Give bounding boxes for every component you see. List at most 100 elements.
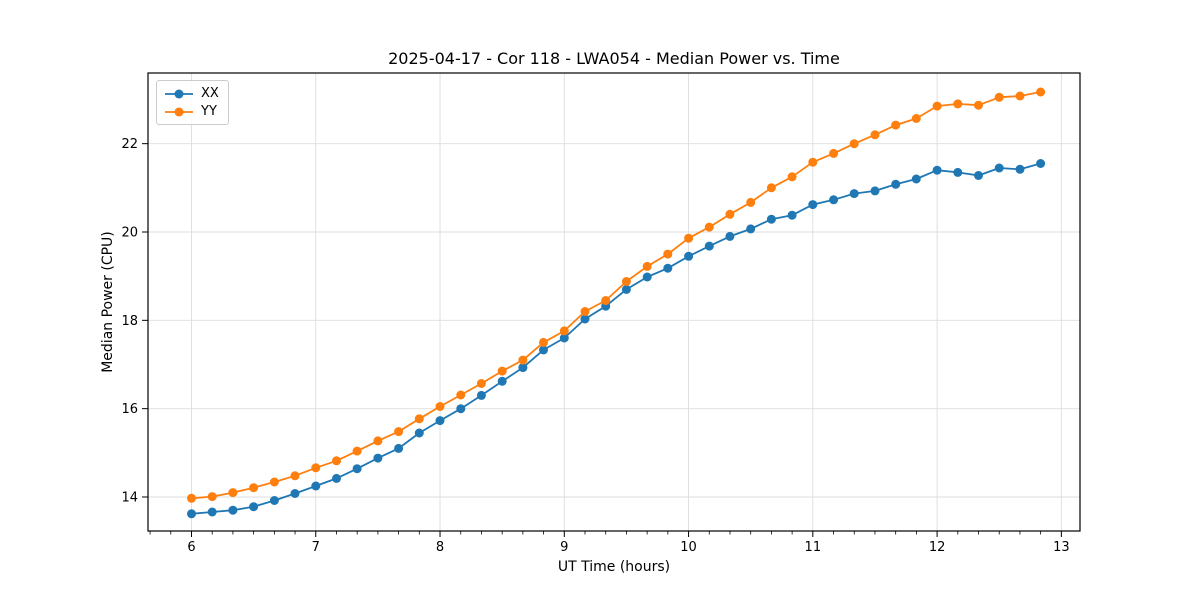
data-point-xx <box>497 376 507 386</box>
data-point-yy <box>373 436 383 446</box>
legend-label-xx: XX <box>201 86 219 101</box>
data-point-yy <box>332 456 341 466</box>
x-tick-label: 7 <box>312 540 320 555</box>
chart-title: 2025-04-17 - Cor 118 - LWA054 - Median P… <box>388 49 840 68</box>
data-point-xx <box>1015 164 1025 174</box>
data-point-xx <box>435 416 445 426</box>
plot-border <box>147 72 1081 532</box>
data-point-yy <box>228 488 238 498</box>
x-tick-label: 8 <box>436 540 444 555</box>
data-point-xx <box>953 167 963 177</box>
data-point-xx <box>621 284 631 294</box>
data-point-xx <box>456 404 466 414</box>
data-point-xx <box>766 214 776 224</box>
x-tick-label: 11 <box>805 540 822 555</box>
legend-entry-xx: XX <box>164 86 219 101</box>
data-point-yy <box>829 148 839 158</box>
data-point-xx <box>684 251 694 261</box>
data-point-yy <box>601 296 611 305</box>
data-point-yy <box>911 114 921 123</box>
data-point-yy <box>621 277 631 286</box>
data-point-yy <box>704 222 714 232</box>
data-point-xx <box>870 186 880 196</box>
data-point-xx <box>1036 159 1046 168</box>
data-point-yy <box>953 99 963 109</box>
data-point-yy <box>518 355 528 365</box>
y-tick-label: 18 <box>121 314 138 329</box>
legend-entry-yy: YY <box>164 104 219 119</box>
data-point-xx <box>332 473 341 483</box>
x-tick-label: 6 <box>187 540 195 555</box>
data-point-yy <box>269 477 279 487</box>
data-point-yy <box>766 183 776 193</box>
y-tick-label: 14 <box>121 490 138 505</box>
data-point-xx <box>787 210 797 220</box>
data-point-yy <box>974 100 983 110</box>
y-tick-label: 16 <box>121 402 138 417</box>
data-point-yy <box>290 471 300 481</box>
data-point-yy <box>787 172 797 182</box>
data-point-xx <box>228 505 238 515</box>
series-xx-marker-icon <box>165 89 193 98</box>
data-point-xx <box>311 481 321 491</box>
data-point-xx <box>187 509 196 519</box>
data-point-xx <box>518 363 528 373</box>
data-point-xx <box>476 390 486 400</box>
data-point-xx <box>704 241 714 251</box>
data-point-yy <box>394 427 404 437</box>
data-point-yy <box>580 307 590 316</box>
data-point-xx <box>414 428 424 438</box>
data-point-yy <box>746 197 756 207</box>
data-point-xx <box>725 231 735 241</box>
data-point-xx <box>559 333 569 343</box>
y-tick-label: 20 <box>121 225 138 240</box>
data-point-yy <box>684 233 694 243</box>
x-tick-label: 10 <box>680 540 697 555</box>
data-point-yy <box>663 249 673 259</box>
series-yy-marker-icon <box>165 107 193 116</box>
data-point-yy <box>870 130 880 140</box>
series-line-xx <box>191 162 1041 515</box>
data-point-xx <box>290 489 300 498</box>
data-point-yy <box>725 209 735 219</box>
data-point-xx <box>849 189 859 199</box>
data-point-xx <box>352 464 362 474</box>
data-point-yy <box>249 483 259 493</box>
data-point-xx <box>663 263 673 273</box>
data-point-yy <box>642 261 652 271</box>
x-tick-label: 9 <box>560 540 568 555</box>
data-point-yy <box>808 157 818 167</box>
legend: XX YY <box>156 80 229 125</box>
data-point-yy <box>414 414 424 424</box>
data-point-xx <box>891 179 901 189</box>
data-point-xx <box>373 453 383 463</box>
data-point-yy <box>994 92 1004 102</box>
data-point-xx <box>746 224 756 234</box>
legend-label-yy: YY <box>201 104 217 119</box>
data-point-xx <box>539 345 548 355</box>
data-point-yy <box>476 379 486 388</box>
data-point-yy <box>1036 87 1046 97</box>
data-point-yy <box>207 492 217 502</box>
data-point-yy <box>352 446 362 456</box>
x-tick-label: 12 <box>929 540 946 555</box>
data-point-xx <box>994 163 1004 173</box>
data-point-xx <box>911 174 921 184</box>
data-point-yy <box>497 366 507 376</box>
data-point-yy <box>932 101 942 111</box>
data-point-yy <box>456 390 466 400</box>
data-point-yy <box>849 139 859 149</box>
x-tick-label: 13 <box>1053 540 1070 555</box>
data-point-yy <box>187 493 196 503</box>
x-axis-label: UT Time (hours) <box>557 559 671 575</box>
data-point-xx <box>642 272 652 282</box>
data-point-xx <box>974 171 983 180</box>
data-point-xx <box>808 200 818 210</box>
data-point-xx <box>269 496 279 505</box>
data-point-yy <box>559 326 569 336</box>
data-point-xx <box>249 502 259 512</box>
data-point-xx <box>932 165 942 175</box>
data-point-yy <box>1015 91 1025 101</box>
